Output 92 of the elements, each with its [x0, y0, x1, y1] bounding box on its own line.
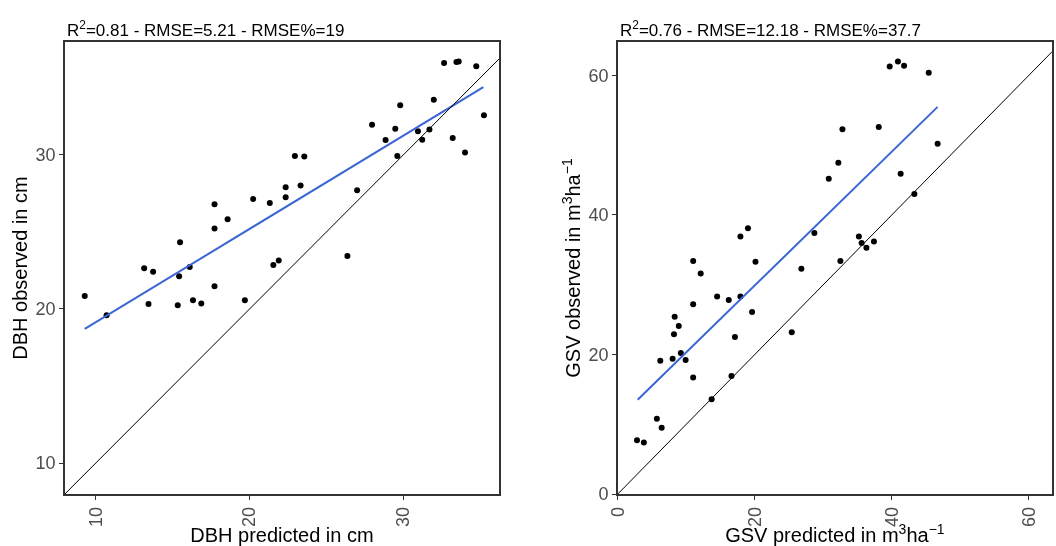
point: [870, 238, 877, 245]
point: [211, 201, 218, 208]
point: [301, 153, 308, 160]
point: [297, 182, 304, 189]
point: [737, 233, 744, 240]
point: [825, 175, 832, 182]
point: [749, 308, 756, 315]
point: [835, 159, 842, 166]
point: [176, 273, 183, 280]
point: [725, 297, 732, 304]
point: [291, 153, 298, 159]
point: [752, 258, 759, 265]
point: [839, 126, 846, 133]
point: [925, 69, 932, 76]
point: [875, 124, 882, 131]
point: [658, 424, 665, 431]
point: [634, 437, 640, 444]
point: [369, 121, 376, 128]
point: [462, 149, 469, 156]
point: [275, 257, 282, 264]
point: [270, 261, 277, 268]
point: [141, 265, 148, 272]
point: [690, 301, 697, 308]
point: [150, 268, 157, 275]
point: [211, 283, 218, 290]
point: [934, 140, 941, 147]
x-tick-label: 60: [1018, 506, 1039, 527]
point: [344, 252, 351, 259]
point: [177, 239, 184, 246]
y-tick-label: 40: [588, 205, 609, 226]
point: [174, 302, 181, 309]
point: [224, 216, 231, 223]
point: [430, 96, 437, 103]
point: [441, 59, 448, 66]
y-tick-label: 30: [35, 144, 56, 165]
x-tick-label: 0: [607, 506, 628, 517]
point: [863, 244, 870, 251]
point: [354, 187, 361, 194]
y-tick-label: 60: [588, 65, 609, 86]
point: [886, 63, 893, 70]
point: [266, 199, 273, 206]
point: [671, 313, 678, 320]
point: [250, 195, 257, 202]
point: [690, 258, 697, 265]
point: [198, 300, 205, 307]
point: [669, 355, 676, 362]
x-tick-label: 30: [393, 506, 414, 527]
point: [894, 58, 901, 65]
y-tick-label: 20: [588, 344, 609, 365]
point: [677, 350, 684, 357]
point: [382, 136, 389, 143]
point: [282, 194, 289, 201]
point: [480, 112, 487, 119]
point: [449, 134, 456, 141]
point: [744, 225, 751, 232]
point: [473, 63, 480, 70]
point: [811, 230, 818, 237]
point: [798, 265, 805, 272]
point: [392, 125, 399, 132]
point: [189, 297, 196, 304]
chart-title: R$^{2}$=0.81 - RMSE=5.21 - RMSE%=19: [67, 18, 345, 41]
point: [640, 439, 647, 446]
point: [397, 102, 404, 109]
point: [697, 270, 704, 277]
chart-title: R$^{2}$=0.76 - RMSE=12.18 - RMSE%=37.7: [620, 18, 921, 41]
point: [394, 153, 401, 159]
point: [714, 293, 721, 300]
point: [837, 258, 844, 265]
point: [282, 184, 289, 191]
point: [690, 374, 697, 381]
point: [414, 128, 421, 135]
point: [675, 322, 682, 329]
point: [241, 297, 248, 304]
x-tick-label: 20: [239, 506, 260, 527]
x-tick-label: 20: [744, 506, 765, 527]
y-tick-label: 10: [35, 453, 56, 474]
point: [653, 415, 660, 422]
y-tick-label: 20: [35, 299, 56, 320]
point: [657, 357, 664, 364]
point: [211, 225, 218, 232]
point: [897, 170, 904, 177]
y-axis-title: DBH observed in cm: [9, 176, 32, 360]
y-tick-label: 0: [598, 484, 609, 505]
point: [901, 62, 908, 69]
point: [731, 334, 738, 341]
point: [855, 233, 862, 240]
point: [670, 331, 677, 338]
point: [145, 300, 152, 307]
point: [682, 357, 689, 364]
point: [81, 292, 88, 299]
x-tick-label: 10: [85, 506, 106, 527]
point: [788, 329, 795, 336]
